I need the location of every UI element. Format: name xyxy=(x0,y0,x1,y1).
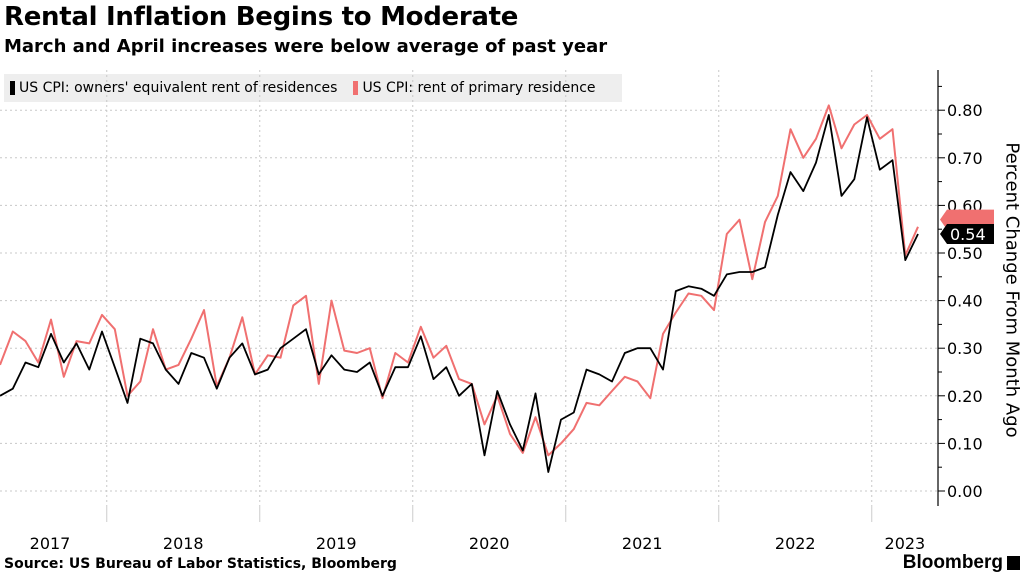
y-tick-label: 0.30 xyxy=(947,339,983,358)
series-line-rent xyxy=(0,104,919,457)
legend: US CPI: owners' equivalent rent of resid… xyxy=(4,74,622,102)
x-tick-label: 2019 xyxy=(316,534,357,553)
source-note: Source: US Bureau of Labor Statistics, B… xyxy=(4,556,397,572)
x-tick-label: 2020 xyxy=(469,534,510,553)
y-tick-label: 0.20 xyxy=(947,387,983,406)
legend-swatch-red xyxy=(353,81,359,95)
y-tick-label: 0.40 xyxy=(947,292,983,311)
legend-label: US CPI: owners' equivalent rent of resid… xyxy=(19,80,338,96)
legend-swatch-black xyxy=(10,81,15,95)
y-tick-label: 0.70 xyxy=(947,149,983,168)
y-tick-label: 0.10 xyxy=(947,434,983,453)
y-axis-label: Percent Change From Month Ago xyxy=(1001,142,1023,438)
x-tick-label: 2017 xyxy=(30,534,71,553)
bloomberg-logo: Bloomberg xyxy=(903,552,1020,574)
logo-square xyxy=(1007,556,1020,570)
y-tick-label: 0.50 xyxy=(947,244,983,263)
y-tick-label: 0.80 xyxy=(947,101,983,120)
x-tick-label: 2018 xyxy=(163,534,204,553)
logo-text: Bloomberg xyxy=(902,552,1003,573)
last-value-tag-oer xyxy=(940,223,994,244)
chart-title: Rental Inflation Begins to Moderate xyxy=(4,2,519,32)
x-tick-label: 2021 xyxy=(622,534,663,553)
last-value-label: 0.54 xyxy=(950,225,986,244)
series-line-oer xyxy=(0,114,919,473)
y-tick-label: 0.00 xyxy=(947,482,983,501)
legend-item-oer: US CPI: owners' equivalent rent of resid… xyxy=(10,80,337,96)
legend-item-rent: US CPI: rent of primary residence xyxy=(353,80,596,96)
legend-label: US CPI: rent of primary residence xyxy=(362,80,596,96)
chart-subtitle: March and April increases were below ave… xyxy=(4,36,608,57)
x-tick-label: 2022 xyxy=(775,534,816,553)
x-tick-label: 2023 xyxy=(885,534,926,553)
